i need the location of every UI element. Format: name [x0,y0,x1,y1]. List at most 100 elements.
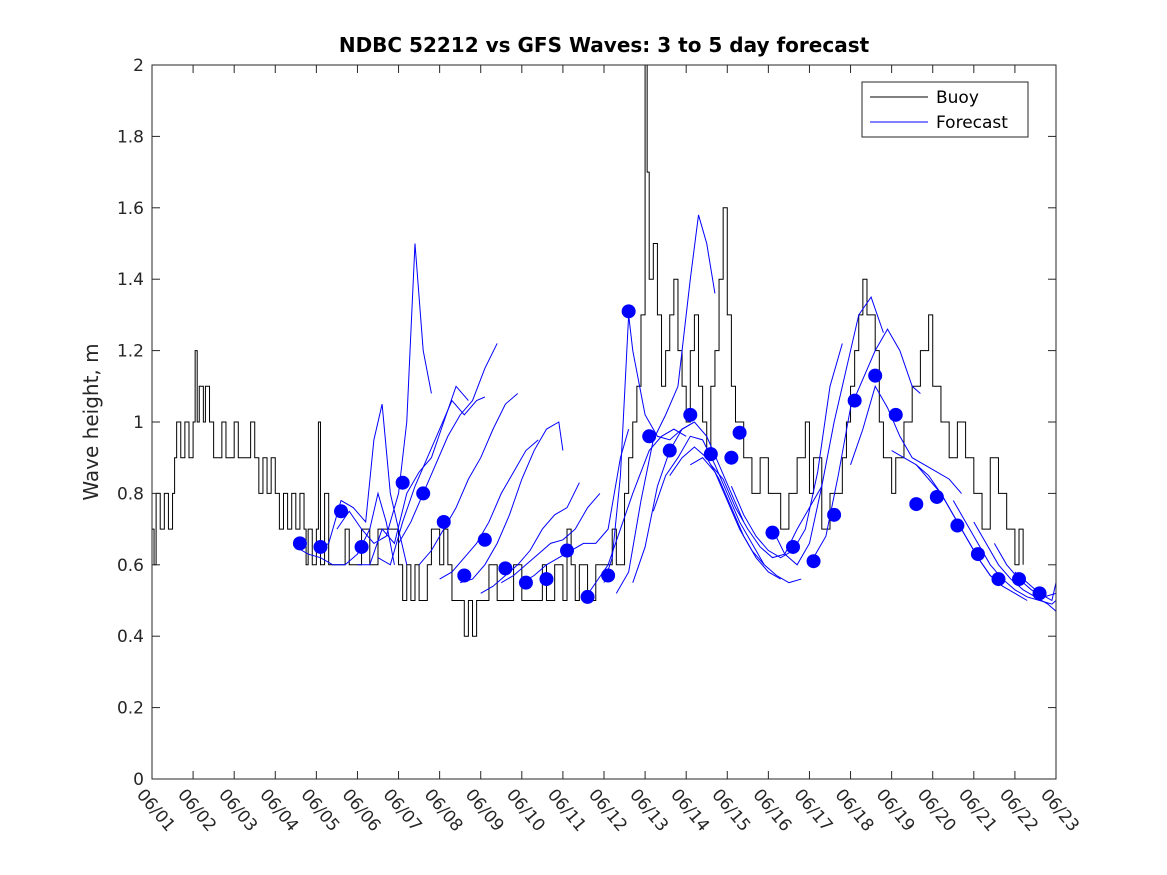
y-tick-label: 1.6 [117,199,144,219]
forecast-point [416,486,431,501]
x-tick-label: 06/08 [420,785,467,835]
forecast-run-line [501,493,601,584]
y-tick-label: 1 [133,413,144,433]
forecast-point [724,450,739,465]
legend-box [861,81,1029,138]
y-tick-label: 0.4 [117,627,144,647]
forecast-run-line [418,393,519,566]
forecast-run-line [772,295,884,566]
forecast-point [991,572,1006,587]
forecast-run-line [357,385,469,566]
forecast-run-line [615,214,716,594]
forecast-point [354,539,369,554]
legend-forecast-label: Forecast [936,113,1008,133]
forecast-run-line [813,328,921,558]
forecast-run-line [316,404,408,565]
forecast-point [313,539,328,554]
x-tick-label: 06/05 [297,785,344,835]
forecast-point [334,504,349,519]
x-tick-label: 06/03 [214,785,261,835]
x-tick-label: 06/19 [872,785,919,835]
forecast-point [1012,572,1027,587]
forecast-point [847,393,862,408]
x-tick-label: 06/12 [584,785,631,835]
forecast-point [601,568,616,583]
x-tick-label: 06/09 [461,785,508,835]
forecast-point [929,489,944,504]
forecast-run-line [915,464,1028,601]
forecast-point [970,547,985,562]
x-tick-label: 06/07 [379,785,426,835]
forecast-point [457,568,472,583]
forecast-run-line [295,491,395,566]
forecast-point [621,304,636,319]
forecast-point [786,539,801,554]
plot-frame [151,64,1057,780]
forecast-point [662,443,677,458]
forecast-run-line [710,464,823,559]
forecast-run-line [632,421,745,583]
y-tick-label: 1.2 [117,342,144,362]
forecast-run-line [891,450,1003,587]
forecast-point [950,518,965,533]
forecast-run-line [377,396,486,566]
forecast-point [888,407,903,422]
forecast-run-line [460,421,564,584]
forecast-point [909,497,924,512]
forecast-run-line [439,439,539,580]
forecast-point [292,536,307,551]
legend-buoy-label: Buoy [936,88,979,108]
x-tick-label: 06/18 [831,785,878,835]
x-tick-label: 06/02 [173,785,220,835]
x-tick-label: 06/16 [749,785,796,835]
forecast-point [395,475,410,490]
forecast-point [827,507,842,522]
forecast-run-line [521,429,630,584]
forecast-run-line [669,446,781,580]
y-tick-label: 0.6 [117,556,144,576]
y-tick-label: 0.2 [117,699,144,719]
forecast-run-line [850,385,962,494]
forecast-point [1032,586,1047,601]
x-tick-label: 06/20 [913,785,960,835]
chart-title: NDBC 52212 vs GFS Waves: 3 to 5 day fore… [339,33,870,57]
forecast-point [732,425,747,440]
forecast-point [477,532,492,547]
forecast-point [642,429,657,444]
legend: Buoy Forecast [861,81,1029,138]
x-tick-label: 06/22 [995,785,1042,835]
x-tick-label: 06/11 [543,785,590,835]
forecast-run-line [480,482,580,594]
x-tick-label: 06/21 [954,785,1001,835]
x-tick-label: 06/06 [338,785,385,835]
forecast-run-line [398,343,498,544]
y-tick-label: 0.8 [117,484,144,504]
forecast-point [498,561,513,576]
y-tick-label: 0 [133,770,144,790]
x-tick-label: 06/01 [132,785,179,835]
y-tick-label: 1.8 [117,127,144,147]
x-tick-label: 06/04 [255,785,302,835]
forecast-run-line [952,500,1057,605]
forecast-point [539,572,554,587]
forecast-run-line [603,314,695,583]
forecast-point [703,447,718,462]
x-tick-label: 06/14 [666,785,713,835]
forecast-run-line [336,243,432,545]
x-tick-label: 06/10 [502,785,549,835]
buoy-series-line [152,64,1024,637]
forecast-point [683,407,698,422]
y-tick-label: 1.4 [117,270,144,290]
forecast-point [806,554,821,569]
forecast-point [560,543,575,558]
forecast-point [765,525,780,540]
y-axis-label: Wave height, m [79,343,103,500]
forecast-point [868,368,883,383]
y-tick-label: 2 [133,56,144,76]
forecast-point [518,575,533,590]
forecast-point [436,514,451,529]
x-tick-label: 06/23 [1036,785,1083,835]
x-tick-label: 06/17 [790,785,837,835]
x-tick-label: 06/13 [625,785,672,835]
